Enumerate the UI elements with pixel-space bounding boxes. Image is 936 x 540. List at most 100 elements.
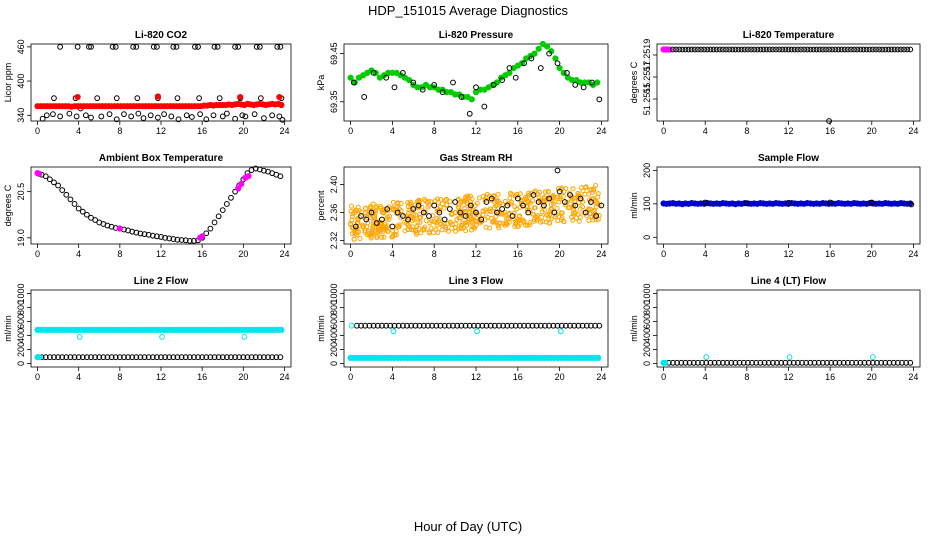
- data-point: [463, 220, 469, 226]
- data-point: [162, 354, 169, 361]
- series-group: [660, 46, 914, 124]
- data-point: [508, 322, 515, 329]
- data-point: [504, 322, 511, 329]
- data-point: [106, 111, 113, 118]
- data-point: [158, 234, 164, 240]
- data-point: [113, 95, 120, 102]
- plot-frame: [30, 166, 292, 245]
- data-point: [490, 219, 496, 225]
- data-point: [743, 200, 750, 207]
- series-group: [660, 199, 915, 208]
- x-tick-label: 12: [471, 249, 481, 259]
- data-point: [396, 224, 402, 230]
- data-point: [199, 233, 206, 240]
- data-point: [836, 359, 843, 366]
- data-point: [588, 199, 594, 205]
- data-point: [399, 213, 406, 219]
- data-point: [348, 322, 355, 329]
- data-point: [799, 359, 805, 366]
- data-point: [130, 43, 137, 50]
- data-point: [352, 223, 359, 230]
- data-point: [362, 229, 368, 235]
- y-tick-label: 51.2515: [642, 83, 652, 116]
- y-tick-label: 0: [642, 235, 652, 240]
- data-point: [427, 220, 433, 226]
- data-point: [367, 232, 373, 238]
- data-point: [277, 173, 284, 180]
- data-point: [277, 354, 284, 361]
- data-point: [535, 199, 542, 205]
- series-cyan-dips: [348, 322, 564, 335]
- data-point: [385, 228, 391, 234]
- data-point: [580, 84, 587, 91]
- data-point: [907, 200, 914, 207]
- data-point: [804, 46, 811, 53]
- data-point: [473, 84, 479, 91]
- data-point: [901, 46, 907, 53]
- data-point: [74, 93, 81, 101]
- data-point: [252, 354, 259, 361]
- data-point: [450, 322, 456, 329]
- data-point: [238, 180, 245, 188]
- data-point: [584, 212, 590, 218]
- data-point: [435, 199, 441, 205]
- x-tick-label: 20: [867, 249, 877, 259]
- data-point: [575, 322, 582, 329]
- data-point: [84, 211, 90, 218]
- data-point: [558, 322, 565, 329]
- data-point: [447, 199, 453, 205]
- data-point: [595, 354, 602, 362]
- y-tick-label: 200: [642, 342, 652, 357]
- data-point: [175, 116, 182, 123]
- data-point: [458, 94, 465, 100]
- data-point: [420, 209, 427, 216]
- data-point: [466, 209, 472, 215]
- data-point: [416, 322, 423, 329]
- data-point: [527, 222, 533, 228]
- data-point: [529, 322, 536, 329]
- data-point: [449, 225, 455, 231]
- data-point: [502, 209, 508, 215]
- data-point: [595, 191, 601, 197]
- data-point: [769, 359, 776, 366]
- data-point: [434, 220, 440, 226]
- x-tick-label: 12: [156, 249, 166, 259]
- data-point: [92, 217, 99, 223]
- data-point: [420, 322, 427, 329]
- data-point: [569, 214, 575, 220]
- data-point: [125, 354, 131, 361]
- data-point: [79, 208, 86, 215]
- data-point: [71, 354, 78, 361]
- x-tick-label: 24: [596, 126, 606, 136]
- data-point: [720, 359, 726, 366]
- data-point: [357, 214, 363, 220]
- data-point: [348, 222, 354, 228]
- x-tick-label: 0: [661, 126, 666, 136]
- data-point: [876, 46, 882, 53]
- data-point: [399, 322, 406, 329]
- x-tick-label: 24: [908, 249, 918, 259]
- data-point: [778, 359, 785, 366]
- data-point: [82, 112, 89, 119]
- data-point: [495, 191, 501, 197]
- data-point: [828, 359, 835, 366]
- series-green: [347, 41, 601, 103]
- data-point: [174, 236, 181, 243]
- data-point: [441, 205, 447, 211]
- data-point: [446, 206, 453, 212]
- panel-title: Ambient Box Temperature: [99, 153, 224, 164]
- y-axis-label: ml/min: [629, 315, 639, 342]
- data-point: [153, 354, 160, 361]
- data-point: [191, 238, 197, 244]
- data-point: [554, 322, 561, 329]
- data-point: [406, 224, 412, 230]
- data-point: [242, 113, 249, 120]
- series-outlier: [826, 118, 833, 124]
- data-point: [481, 103, 488, 110]
- data-point: [88, 43, 94, 50]
- data-point: [349, 203, 355, 209]
- data-point: [116, 225, 123, 232]
- data-point: [491, 322, 498, 329]
